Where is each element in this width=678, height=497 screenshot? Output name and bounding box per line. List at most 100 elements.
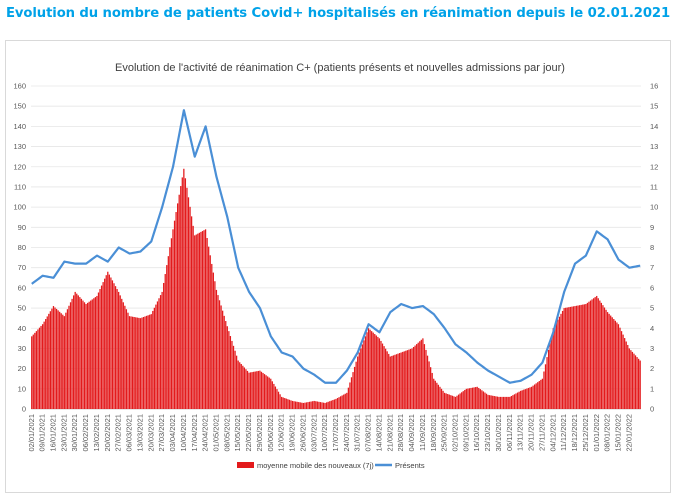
- bar: [510, 396, 512, 409]
- bar: [267, 376, 269, 409]
- bar: [433, 378, 435, 409]
- legend-line-label: Présents: [395, 461, 425, 470]
- bar: [296, 401, 298, 409]
- bar: [502, 396, 505, 409]
- bar: [82, 300, 84, 409]
- bar: [280, 396, 283, 409]
- bar: [152, 310, 154, 409]
- bar: [214, 281, 216, 409]
- bar: [217, 295, 219, 409]
- bar: [141, 317, 143, 409]
- bar: [308, 401, 311, 409]
- bar: [425, 349, 427, 409]
- bar: [465, 388, 467, 409]
- bar: [73, 295, 75, 409]
- bar: [150, 314, 152, 409]
- bar: [610, 315, 612, 409]
- x-tick-label: 21/08/2021: [385, 414, 394, 452]
- bar: [600, 302, 603, 409]
- bar: [248, 372, 250, 409]
- bar: [145, 315, 148, 409]
- bar: [592, 298, 595, 409]
- x-tick-label: 19/06/2021: [288, 414, 297, 452]
- bar: [504, 396, 506, 409]
- bar: [538, 381, 540, 409]
- bar: [614, 320, 616, 409]
- bar: [48, 313, 50, 409]
- y-right-tick-label: 4: [650, 324, 654, 333]
- bar: [153, 307, 155, 409]
- legend: moyenne mobile des nouveaux (7j) Présent…: [237, 461, 425, 470]
- bar: [156, 301, 159, 409]
- bars-series: [31, 168, 641, 409]
- bar: [52, 306, 55, 409]
- bar: [589, 300, 592, 409]
- bar: [122, 302, 124, 409]
- bar: [411, 348, 413, 409]
- bar: [457, 394, 460, 409]
- bar: [223, 315, 225, 409]
- bar: [332, 400, 334, 409]
- x-axis-labels: 02/01/2021 09/01/2021 16/01/2021 23/01/2021…: [27, 414, 634, 452]
- bar: [606, 312, 609, 409]
- bar: [260, 371, 263, 409]
- bar: [515, 393, 517, 409]
- bar: [560, 313, 562, 409]
- bar: [211, 263, 213, 409]
- bar: [541, 378, 544, 409]
- bar: [304, 402, 306, 409]
- bar: [71, 298, 73, 409]
- bar: [110, 277, 112, 409]
- bar: [611, 317, 613, 409]
- chart-title: Evolution de l'activité de réanimation C…: [115, 62, 565, 74]
- bar: [597, 298, 599, 409]
- x-tick-label: 02/01/2021: [27, 414, 36, 452]
- bar: [79, 297, 81, 409]
- y-axis-left: 0 10 20 30 40 50 60 70 80 90 100 110 120 130 140 150 160: [13, 82, 26, 414]
- x-tick-label: 25/09/2021: [440, 414, 449, 452]
- bar: [173, 220, 176, 409]
- bar: [448, 394, 450, 409]
- bar: [485, 393, 488, 409]
- bar: [206, 237, 208, 409]
- y-right-tick-label: 14: [650, 122, 658, 131]
- bar: [183, 168, 185, 409]
- bar: [226, 326, 228, 409]
- bar: [172, 229, 174, 409]
- x-tick-label: 08/01/2022: [603, 414, 612, 452]
- bar: [501, 396, 503, 409]
- y-right-tick-label: 6: [650, 283, 654, 292]
- x-tick-label: 15/01/2022: [613, 414, 622, 452]
- x-tick-label: 13/11/2021: [516, 414, 525, 451]
- bar: [408, 349, 410, 409]
- x-tick-label: 01/01/2022: [592, 414, 601, 452]
- bar: [547, 349, 550, 409]
- x-tick-label: 04/12/2021: [548, 414, 557, 452]
- bar: [628, 348, 630, 409]
- bar: [395, 354, 398, 409]
- bar: [128, 316, 131, 409]
- bar: [569, 306, 571, 409]
- bar: [287, 399, 289, 409]
- bar: [442, 390, 444, 409]
- bar: [417, 342, 419, 409]
- x-tick-label: 16/10/2021: [472, 414, 481, 452]
- y-right-tick-label: 13: [650, 142, 658, 151]
- y-right-tick-label: 12: [650, 162, 658, 171]
- bar: [450, 395, 452, 409]
- bar: [453, 396, 455, 409]
- bar: [391, 355, 393, 409]
- bar: [616, 322, 618, 409]
- bar: [256, 371, 258, 409]
- x-tick-label: 27/11/2021: [537, 414, 546, 451]
- bar: [312, 401, 314, 409]
- y-left-tick-label: 60: [18, 283, 26, 292]
- bar: [369, 329, 371, 409]
- bar: [374, 334, 376, 409]
- bar: [301, 402, 303, 409]
- bar: [540, 379, 542, 409]
- y-left-tick-label: 70: [18, 263, 26, 272]
- bar: [77, 295, 79, 409]
- bar: [240, 364, 242, 409]
- x-tick-label: 10/04/2021: [179, 414, 188, 452]
